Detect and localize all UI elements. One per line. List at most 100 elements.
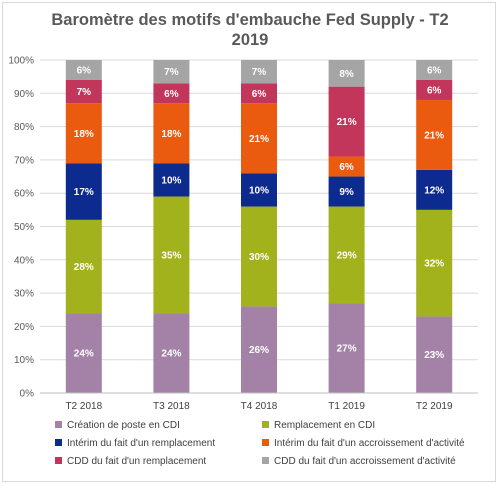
- legend-label: Intérim du fait d'un accroissement d'act…: [274, 438, 465, 449]
- legend-item: Remplacement en CDI: [262, 420, 375, 431]
- legend-label: Création de poste en CDI: [67, 420, 180, 431]
- axis-layer: 0% 10% 20% 30% 40% 50% 60% 70% 80% 90% 100% T2 2018…: [8, 56, 478, 412]
- x-tick-label: T2 2018: [65, 401, 102, 412]
- bar-segment: [416, 79, 453, 100]
- data-label: 6%: [339, 162, 354, 173]
- data-label: 17%: [74, 187, 94, 198]
- x-tick-label: T2 2019: [416, 401, 453, 412]
- y-tick-label: 70%: [14, 155, 34, 166]
- data-label: 6%: [77, 65, 92, 76]
- bar-segment: [241, 83, 277, 104]
- legend-swatch: [55, 421, 62, 428]
- bar-segment: [241, 103, 277, 174]
- legend-label: CDD du fait d'un accroissement d'activit…: [274, 456, 456, 467]
- data-label: 6%: [164, 89, 179, 100]
- data-label: 8%: [339, 69, 354, 80]
- y-tick-label: 50%: [14, 222, 34, 233]
- data-label: 21%: [424, 130, 444, 141]
- chart-title: Baromètre des motifs d'embauche Fed Supp…: [51, 11, 449, 49]
- legend-item: Intérim du fait d'un accroissement d'act…: [262, 438, 465, 449]
- legend-item: CDD du fait d'un remplacement: [55, 456, 206, 467]
- bar-segment: [241, 306, 277, 393]
- bar-segment: [153, 196, 190, 314]
- x-tick-label: T4 2018: [241, 401, 278, 412]
- data-label: 21%: [249, 134, 269, 145]
- data-label: 24%: [161, 349, 181, 360]
- bar-segment: [241, 173, 277, 207]
- bar-segment: [416, 316, 453, 393]
- bar-segment: [416, 209, 453, 317]
- data-label: 6%: [427, 65, 442, 76]
- legend-swatch: [55, 457, 62, 464]
- y-tick-label: 90%: [14, 89, 34, 100]
- bar-segment: [65, 219, 102, 314]
- y-tick-label: 80%: [14, 122, 34, 133]
- legend-swatch: [262, 439, 269, 446]
- data-label: 30%: [249, 252, 269, 263]
- data-label: 6%: [427, 85, 442, 96]
- data-label: 28%: [74, 262, 94, 273]
- legend-swatch: [262, 457, 269, 464]
- bar-segment: [328, 303, 365, 393]
- x-tick-label: T1 2019: [328, 401, 365, 412]
- bar-segment: [153, 60, 190, 84]
- data-label: 9%: [339, 187, 354, 198]
- data-label: 7%: [164, 67, 179, 78]
- bar-segment: [416, 169, 453, 210]
- y-tick-label: 40%: [14, 255, 34, 266]
- data-label: 26%: [249, 345, 269, 356]
- bar-segment: [65, 79, 102, 104]
- data-label: 7%: [252, 67, 267, 78]
- legend-item: Création de poste en CDI: [55, 420, 180, 431]
- data-label: 32%: [424, 259, 444, 270]
- bar-segment: [241, 206, 277, 307]
- data-label: 24%: [74, 349, 94, 360]
- data-label: 35%: [161, 250, 181, 261]
- data-label: 10%: [161, 175, 181, 186]
- bar-segment: [65, 60, 102, 80]
- data-label: 27%: [337, 344, 357, 355]
- data-label: 10%: [249, 185, 269, 196]
- bar-segment: [65, 313, 102, 393]
- y-tick-label: 100%: [8, 56, 34, 67]
- bar-segment: [328, 86, 365, 157]
- bar-segment: [241, 60, 277, 84]
- data-label: 6%: [252, 89, 267, 100]
- data-label: 21%: [337, 117, 357, 128]
- bar-segment: [328, 176, 365, 207]
- bars-layer: [65, 60, 453, 393]
- bar-segment: [153, 103, 190, 164]
- y-tick-label: 0%: [20, 389, 35, 400]
- bar-segment: [65, 163, 102, 220]
- bar-segment: [416, 60, 453, 80]
- bar-segment: [153, 313, 190, 393]
- x-tick-label: T3 2018: [153, 401, 190, 412]
- y-tick-label: 60%: [14, 189, 34, 200]
- data-labels-layer: 24% 28% 17% 18% 7% 6% 24% 35% 10% 18% 6% 7% 26% 30% 10…: [74, 65, 445, 361]
- bar-segment: [328, 60, 365, 87]
- legend-item: Intérim du fait d'un remplacement: [55, 438, 215, 449]
- bar-segment: [153, 163, 190, 197]
- legend-label: Intérim du fait d'un remplacement: [67, 438, 215, 449]
- legend: Création de poste en CDI Remplacement en …: [55, 420, 465, 467]
- legend-swatch: [55, 439, 62, 446]
- data-label: 29%: [337, 250, 357, 261]
- y-tick-label: 30%: [14, 289, 34, 300]
- bar-segment: [153, 83, 190, 104]
- legend-label: Remplacement en CDI: [274, 420, 375, 431]
- bar-segment: [328, 156, 365, 177]
- data-label: 18%: [161, 129, 181, 140]
- y-tick-label: 10%: [14, 355, 34, 366]
- data-label: 12%: [424, 185, 444, 196]
- bar-segment: [65, 103, 102, 164]
- data-label: 18%: [74, 129, 94, 140]
- y-tick-label: 20%: [14, 322, 34, 333]
- data-label: 7%: [77, 87, 92, 98]
- bar-segment: [416, 99, 453, 170]
- data-label: 23%: [424, 350, 444, 361]
- legend-swatch: [262, 421, 269, 428]
- bar-segment: [328, 206, 365, 304]
- legend-label: CDD du fait d'un remplacement: [67, 456, 206, 467]
- legend-item: CDD du fait d'un accroissement d'activit…: [262, 456, 456, 467]
